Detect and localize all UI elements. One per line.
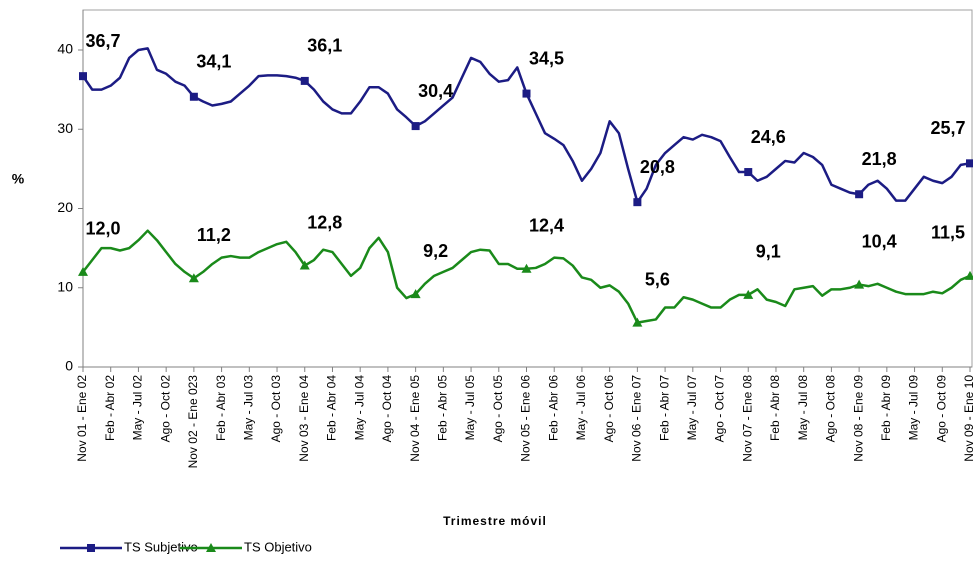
marker — [87, 544, 95, 552]
marker — [521, 263, 532, 273]
marker — [522, 89, 531, 98]
x-tick-label: May - Jul 02 — [131, 375, 145, 441]
y-tick-label: 10 — [57, 278, 73, 294]
x-tick-label: Nov 02 - Ene 023 — [186, 375, 200, 469]
marker — [744, 168, 753, 177]
x-tick-label: Nov 05 - Ene 06 — [519, 375, 533, 462]
x-tick-label: May - Jul 07 — [685, 375, 699, 441]
x-tick-label: Feb - Abr 05 — [436, 375, 450, 441]
marker — [966, 159, 973, 168]
x-tick-label: Nov 01 - Ene 02 — [75, 375, 89, 462]
data-label: 12,8 — [307, 212, 342, 232]
data-label: 11,2 — [197, 225, 231, 245]
x-tick-label: Feb - Abr 09 — [879, 375, 893, 441]
data-label: 10,4 — [862, 231, 897, 251]
x-tick-label: Ago - Oct 02 — [158, 375, 172, 443]
marker — [300, 76, 309, 85]
x-tick-label: Nov 07 - Ene 08 — [740, 375, 754, 462]
data-label: 12,4 — [529, 215, 564, 235]
y-tick-label: 30 — [57, 120, 73, 136]
x-tick-label: Ago - Oct 08 — [824, 375, 838, 443]
y-axis-label: % — [12, 171, 25, 187]
x-tick-label: Feb - Abr 07 — [657, 375, 671, 441]
data-label: 12,0 — [85, 219, 120, 239]
x-tick-label: May - Jul 08 — [796, 375, 810, 441]
marker — [633, 198, 642, 207]
data-label: 21,8 — [862, 149, 897, 169]
data-label: 20,8 — [640, 157, 675, 177]
x-tick-label: May - Jul 06 — [574, 375, 588, 441]
marker — [79, 72, 87, 81]
legend-label: TS Subjetivo — [124, 539, 198, 554]
x-tick-label: Ago - Oct 07 — [713, 375, 727, 443]
y-tick-label: 40 — [57, 41, 73, 57]
x-tick-label: Ago - Oct 06 — [602, 375, 616, 443]
marker — [188, 273, 199, 283]
data-label: 24,6 — [751, 127, 786, 147]
data-label: 11,5 — [931, 223, 965, 243]
data-label: 34,5 — [529, 48, 564, 68]
data-label: 34,1 — [196, 52, 231, 72]
x-tick-label: Nov 03 - Ene 04 — [297, 375, 311, 462]
marker — [410, 289, 421, 299]
x-tick-label: Ago - Oct 03 — [269, 375, 283, 443]
x-tick-label: Ago - Oct 05 — [491, 375, 505, 443]
x-tick-label: Nov 06 - Ene 07 — [630, 375, 644, 462]
x-tick-label: May - Jul 03 — [241, 375, 255, 441]
x-tick-label: Feb - Abr 02 — [103, 375, 117, 441]
data-label: 9,2 — [423, 241, 448, 261]
x-axis-label: Trimestre móvil — [443, 514, 547, 528]
x-tick-label: May - Jul 04 — [352, 375, 366, 441]
x-tick-label: Feb - Abr 03 — [214, 375, 228, 441]
data-label: 5,6 — [645, 269, 670, 289]
marker — [411, 122, 420, 131]
x-tick-label: May - Jul 05 — [463, 375, 477, 441]
x-tick-label: Feb - Abr 04 — [325, 375, 339, 441]
marker — [855, 190, 864, 199]
x-tick-label: Ago - Oct 04 — [380, 375, 394, 443]
data-label: 36,1 — [307, 36, 342, 56]
marker — [78, 266, 88, 276]
data-label: 36,7 — [85, 31, 120, 51]
marker — [965, 270, 973, 280]
data-label: 9,1 — [756, 242, 781, 262]
x-tick-label: Feb - Abr 08 — [768, 375, 782, 441]
y-tick-label: 0 — [65, 358, 73, 374]
marker — [854, 279, 865, 289]
marker — [299, 260, 310, 270]
x-tick-label: Nov 08 - Ene 09 — [851, 375, 865, 462]
marker — [632, 317, 643, 327]
legend-label: TS Objetivo — [244, 539, 312, 554]
marker — [189, 92, 198, 101]
x-tick-label: Ago - Oct 09 — [934, 375, 948, 443]
x-tick-label: Nov 04 - Ene 05 — [408, 375, 422, 462]
data-label: 30,4 — [418, 81, 453, 101]
data-label: 25,7 — [930, 118, 965, 138]
x-tick-label: May - Jul 09 — [907, 375, 921, 441]
marker — [206, 543, 216, 552]
y-tick-label: 20 — [57, 199, 73, 215]
marker — [743, 289, 754, 299]
x-tick-label: Nov 09 - Ene 10 — [962, 375, 973, 462]
x-tick-label: Feb - Abr 06 — [546, 375, 560, 441]
